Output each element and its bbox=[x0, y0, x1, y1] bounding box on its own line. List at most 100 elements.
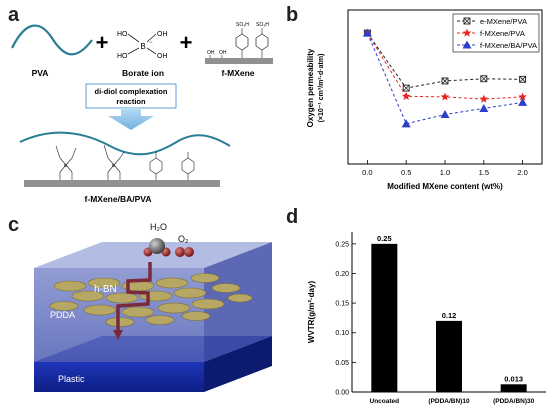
svg-text:HO: HO bbox=[117, 53, 128, 60]
chart-d-bar-value: 0.12 bbox=[442, 311, 457, 320]
chart-b-point bbox=[462, 40, 472, 49]
svg-text:B: B bbox=[64, 163, 67, 168]
chart-d-category-label: (PDDA/BN)10 bbox=[428, 398, 470, 405]
chart-b-point bbox=[441, 77, 449, 85]
product-label: f-MXene/BA/PVA bbox=[85, 194, 152, 204]
chart-d-category-label: Uncoated bbox=[370, 398, 400, 405]
h2o-molecule-icon bbox=[143, 238, 171, 257]
f-mxene-label: f-MXene bbox=[221, 68, 254, 78]
pva-label: PVA bbox=[32, 68, 49, 78]
chart-b-point bbox=[518, 92, 527, 101]
svg-text:−: − bbox=[149, 40, 153, 46]
borate-ion-label: Borate ion bbox=[122, 68, 164, 78]
chart-b-point bbox=[480, 75, 488, 83]
reaction-label-line2: reaction bbox=[116, 97, 146, 106]
chart-b-point bbox=[363, 28, 372, 37]
chart-d-ytick-label: 0.25 bbox=[335, 241, 349, 248]
plus-sign-2: + bbox=[180, 30, 193, 55]
chart-b-point bbox=[401, 119, 411, 128]
chart-b-series-line bbox=[366, 32, 523, 89]
pva-chain-icon bbox=[11, 24, 93, 56]
h2o-label: H₂O bbox=[150, 222, 167, 232]
chart-b-xlabel: Modified MXene content (wt%) bbox=[387, 182, 503, 191]
borate-ion-structure: HO HO OH OH B − bbox=[117, 31, 168, 60]
diffusion-path-icon bbox=[116, 262, 152, 332]
chart-b-point bbox=[463, 17, 471, 25]
chart-b-point-cross bbox=[463, 17, 471, 25]
chart-b-point bbox=[401, 91, 411, 100]
chart-d-bar bbox=[500, 384, 527, 392]
chart-b-series-line bbox=[366, 32, 523, 125]
svg-text:SO₃H: SO₃H bbox=[236, 22, 249, 28]
chart-b-legend-label: f-MXene/PVA bbox=[480, 29, 525, 38]
chart-b-legend-label: e-MXene/PVA bbox=[480, 17, 527, 26]
chart-d-ytick-label: 0.00 bbox=[335, 390, 349, 397]
chart-b-point bbox=[479, 94, 489, 103]
reaction-label-line1: di-diol complexation bbox=[95, 87, 168, 96]
svg-text:B: B bbox=[112, 163, 115, 168]
chart-b-ylabel-line1: Oxygen permeability bbox=[306, 48, 315, 127]
chart-b-legend bbox=[452, 13, 540, 53]
svg-text:B: B bbox=[140, 42, 145, 51]
plastic-label: Plastic bbox=[58, 374, 85, 384]
chart-b-point-cross bbox=[519, 76, 526, 83]
chart-b-xtick-label: 1.0 bbox=[440, 168, 450, 177]
chart-b-ylabel-line2: (×10⁻¹ cm³/m²·d·atm) bbox=[318, 54, 325, 123]
chart-b-xtick-label: 0.0 bbox=[362, 168, 372, 177]
chart-b-point-cross bbox=[402, 84, 410, 92]
plastic-layer bbox=[34, 336, 272, 362]
reaction-box bbox=[85, 83, 177, 109]
pdda-label: PDDA bbox=[50, 310, 75, 320]
chart-b-point bbox=[362, 28, 372, 37]
panel-letter-b: b bbox=[286, 4, 299, 26]
svg-text:SO₃H: SO₃H bbox=[256, 22, 269, 28]
panel-letter-c: c bbox=[8, 214, 20, 236]
pdda-box bbox=[34, 242, 272, 268]
down-arrow-icon bbox=[108, 108, 154, 130]
chart-b-point-cross bbox=[364, 29, 371, 37]
chart-b-point bbox=[363, 29, 371, 37]
chart-b-point bbox=[518, 97, 528, 106]
chart-b-point bbox=[402, 84, 410, 92]
chart-b-series-line bbox=[366, 32, 523, 100]
plus-sign-1: + bbox=[96, 30, 109, 55]
svg-text:HO: HO bbox=[117, 31, 128, 38]
svg-text:OH: OH bbox=[157, 53, 168, 60]
hbn-label: h-BN bbox=[94, 284, 117, 295]
chart-b-point bbox=[519, 75, 527, 83]
chart-d-ylabel: WVTR(g/m²·day) bbox=[307, 281, 316, 344]
hbn-platelets bbox=[49, 273, 253, 327]
panel-letter-a: a bbox=[8, 4, 20, 26]
chart-b-legend-label: f-MXene/BA/PVA bbox=[480, 41, 537, 50]
product-structure: B B bbox=[19, 131, 231, 187]
svg-text:OH: OH bbox=[219, 50, 227, 56]
chart-d-bar-value: 0.013 bbox=[504, 374, 523, 383]
svg-text:OH: OH bbox=[207, 50, 215, 56]
o2-molecule-icon bbox=[175, 247, 194, 257]
svg-text:OH: OH bbox=[157, 31, 168, 38]
chart-d-ytick-label: 0.15 bbox=[335, 301, 349, 308]
chart-b-point bbox=[479, 103, 489, 112]
chart-b-point-cross bbox=[441, 77, 449, 85]
chart-d-bar bbox=[371, 243, 398, 392]
o2-label: O₂ bbox=[178, 234, 189, 244]
chart-b-xtick-label: 2.0 bbox=[517, 168, 527, 177]
panel-letter-d: d bbox=[286, 206, 299, 228]
chart-b-point-cross bbox=[480, 75, 488, 83]
chart-b-xtick-label: 0.5 bbox=[401, 168, 411, 177]
chart-b-point bbox=[462, 28, 472, 37]
chart-d-category-label: (PDDA/BN)30 bbox=[493, 398, 535, 405]
chart-d-ytick-label: 0.10 bbox=[335, 330, 349, 337]
chart-d-bar bbox=[436, 320, 462, 392]
chart-b-frame bbox=[347, 9, 543, 165]
chart-d-ytick-label: 0.20 bbox=[335, 271, 349, 278]
f-mxene-structure: OH OH SO₃H SO₃H bbox=[205, 22, 273, 64]
chart-d-ytick-label: 0.05 bbox=[335, 360, 349, 367]
chart-b-xtick-label: 1.5 bbox=[479, 168, 489, 177]
chart-b-point bbox=[440, 92, 450, 101]
chart-b-point bbox=[440, 110, 450, 118]
